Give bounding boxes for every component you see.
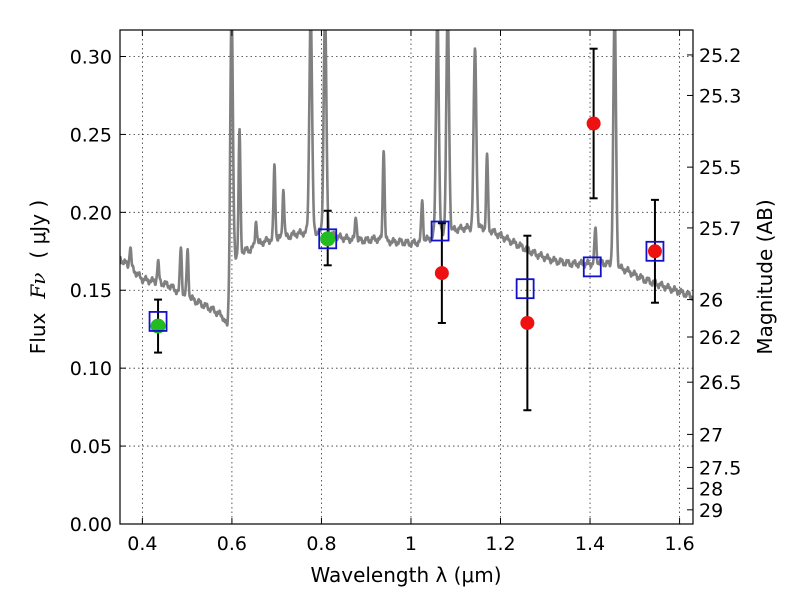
y-tick-label: 0.25 — [70, 124, 112, 146]
model-square-marker — [645, 240, 665, 262]
y-tick-label: 0.20 — [70, 202, 112, 224]
model-square-marker — [148, 311, 168, 332]
right-tick-label: 29 — [699, 500, 723, 522]
model-square-marker — [582, 256, 602, 278]
red-point — [586, 116, 601, 131]
model-square-marker — [430, 220, 450, 242]
x-tick-label: 0.4 — [127, 533, 157, 555]
red-point — [647, 244, 662, 259]
green-point — [150, 318, 166, 334]
right-tick-label: 25.7 — [699, 218, 741, 240]
right-tick-label: 25.5 — [699, 157, 741, 179]
model-square-marker — [515, 278, 535, 300]
x-tick-label: 1.4 — [575, 533, 605, 555]
right-tick-label: 27.5 — [699, 457, 741, 479]
right-tick-label: 25.2 — [699, 45, 741, 67]
right-tick-label: 28 — [699, 478, 723, 500]
red-point — [520, 315, 535, 330]
y-tick-label: 0.30 — [70, 46, 112, 68]
x-tick-label: 0.6 — [217, 533, 247, 555]
green-point — [320, 231, 336, 247]
right-tick-label: 26.5 — [699, 372, 741, 394]
y-axis-left-label-symbol: Fν — [26, 273, 50, 300]
right-tick-label: 26 — [699, 290, 723, 312]
y-axis-left-label: Flux Fν ( μJy ) — [26, 200, 50, 354]
x-axis-label: Wavelength λ (μm) — [310, 563, 501, 587]
green-points — [150, 231, 336, 334]
plot-area — [120, 30, 693, 412]
grid-lines — [120, 30, 693, 525]
red-points — [434, 116, 662, 330]
right-tick-label: 27 — [699, 424, 723, 446]
x-tick-label: 1.2 — [485, 533, 515, 555]
red-point — [434, 266, 449, 281]
y-tick-label: 0.00 — [70, 514, 112, 536]
y-axis-right-label: Magnitude (AB) — [753, 199, 777, 354]
right-tick-label: 26.2 — [699, 327, 741, 349]
x-tick-label: 1 — [405, 533, 417, 555]
y-tick-label: 0.05 — [70, 436, 112, 458]
plot-frame — [119, 29, 694, 525]
x-tick-label: 0.8 — [306, 533, 336, 555]
y-axis-left-label-text: Flux — [26, 312, 50, 354]
model-spectrum-line — [120, 30, 693, 327]
model-square-marker — [318, 228, 338, 250]
y-axis-left-ticks: 0.00 0.05 0.10 0.15 0.20 0.25 0.30 — [70, 46, 126, 536]
right-tick-label: 25.3 — [699, 85, 741, 107]
y-tick-label: 0.15 — [70, 280, 112, 302]
x-tick-label: 1.6 — [664, 533, 694, 555]
x-axis-ticks: 0.4 0.6 0.8 1 1.2 1.4 1.6 — [127, 30, 695, 555]
y-axis-left-label-unit: ( μJy ) — [26, 200, 50, 259]
y-tick-label: 0.10 — [70, 358, 112, 380]
model-photometry-squares — [148, 220, 665, 332]
